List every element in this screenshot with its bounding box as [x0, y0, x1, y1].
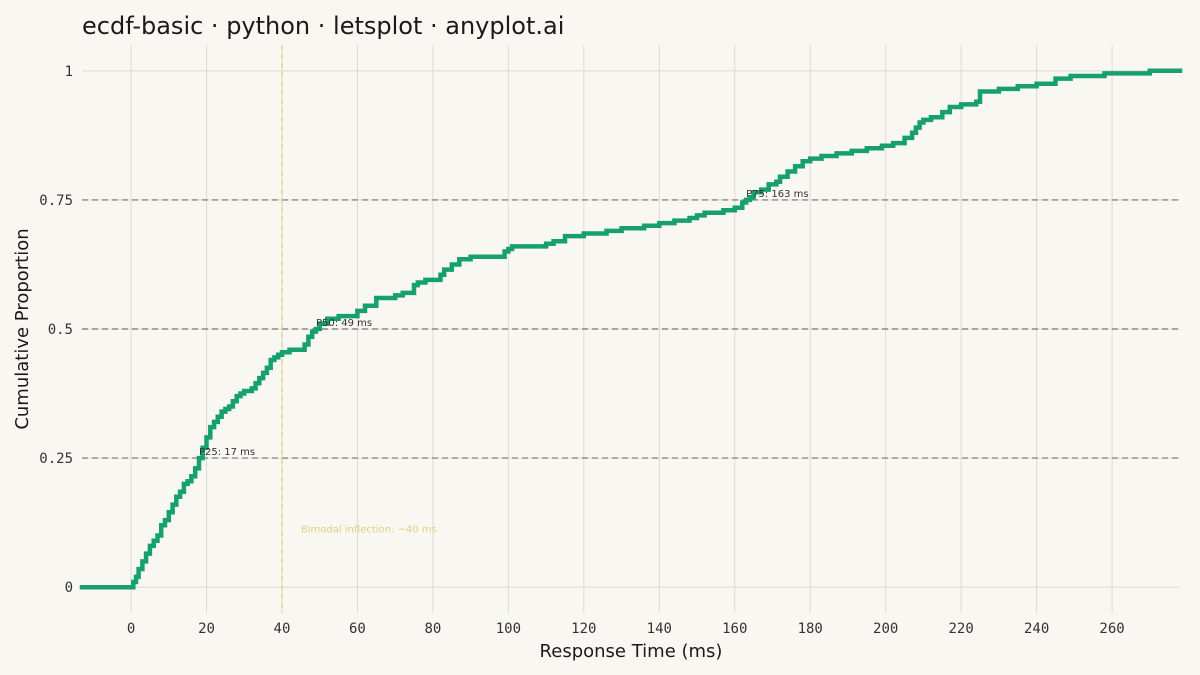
- y-tick-label: 0.5: [48, 322, 73, 338]
- x-tick-label: 20: [198, 621, 215, 637]
- x-tick-label: 200: [873, 621, 898, 637]
- x-tick-label: 120: [571, 621, 596, 637]
- series-layer: [79, 68, 1183, 590]
- y-tick-label: 1: [65, 64, 73, 80]
- x-tick-label: 0: [127, 621, 135, 637]
- y-tick-label: 0.25: [39, 451, 73, 467]
- inflection-annotation: Bimodal inflection: ~40 ms: [301, 525, 437, 536]
- x-tick-label: 260: [1099, 621, 1124, 637]
- x-axis-title: Response Time (ms): [540, 641, 723, 662]
- percentile-label: P25: 17 ms: [199, 447, 255, 458]
- x-tick-label: 80: [424, 621, 441, 637]
- percentile-label: P50: 49 ms: [316, 318, 372, 329]
- chart-title: ecdf-basic · python · letsplot · anyplot…: [82, 12, 564, 40]
- ecdf-step-line: [79, 68, 1183, 590]
- tick-labels: 0 20 40 60 80 100 120 140 160 180 200 220 240 260 0 0.2…: [39, 64, 1124, 637]
- x-tick-label: 140: [647, 621, 672, 637]
- x-tick-label: 180: [798, 621, 823, 637]
- annotation-layer: P25: 17 ms P50: 49 ms P75: 163 ms Bimodal i…: [199, 189, 809, 536]
- percentile-label: P75: 163 ms: [746, 189, 809, 200]
- y-tick-label: 0.75: [39, 193, 73, 209]
- x-tick-label: 160: [722, 621, 747, 637]
- x-tick-label: 220: [949, 621, 974, 637]
- x-tick-label: 240: [1024, 621, 1049, 637]
- x-tick-label: 100: [496, 621, 521, 637]
- x-tick-label: 60: [349, 621, 366, 637]
- y-tick-label: 0: [65, 580, 73, 596]
- y-axis-title: Cumulative Proportion: [12, 228, 33, 429]
- x-tick-label: 40: [274, 621, 291, 637]
- reference-lines: [82, 45, 1180, 613]
